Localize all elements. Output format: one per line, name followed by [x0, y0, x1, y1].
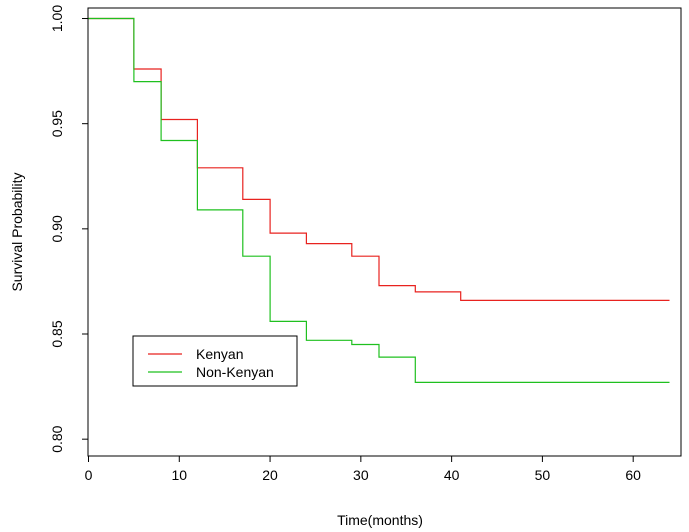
y-tick-label: 0.85 [49, 320, 65, 347]
plot-lines [88, 17, 670, 383]
plot-frame [87, 7, 682, 457]
y-tick-label: 0.90 [49, 215, 65, 242]
series-line-non-kenyan [88, 17, 670, 383]
x-tick-label: 20 [262, 467, 278, 483]
x-tick-label: 60 [625, 467, 641, 483]
x-axis: 0 10 20 30 40 50 60 [85, 456, 641, 483]
series-line-kenyan [88, 17, 670, 301]
y-tick-label: 1.00 [49, 5, 65, 32]
x-axis-label: Time(months) [337, 512, 423, 528]
legend-label-non-kenyan: Non-Kenyan [196, 364, 274, 380]
x-tick-label: 0 [85, 467, 93, 483]
x-tick-label: 30 [353, 467, 369, 483]
y-axis: 0.80 0.85 0.90 0.95 1.00 [49, 5, 88, 453]
y-axis-label: Survival Probability [9, 172, 25, 291]
x-tick-label: 50 [535, 467, 551, 483]
legend-box [132, 335, 298, 387]
x-tick-label: 40 [444, 467, 460, 483]
legend-label-kenyan: Kenyan [196, 346, 243, 362]
x-tick-label: 10 [171, 467, 187, 483]
y-tick-label: 0.95 [49, 110, 65, 137]
y-tick-label: 0.80 [49, 425, 65, 452]
legend: Kenyan Non-Kenyan [132, 335, 298, 387]
